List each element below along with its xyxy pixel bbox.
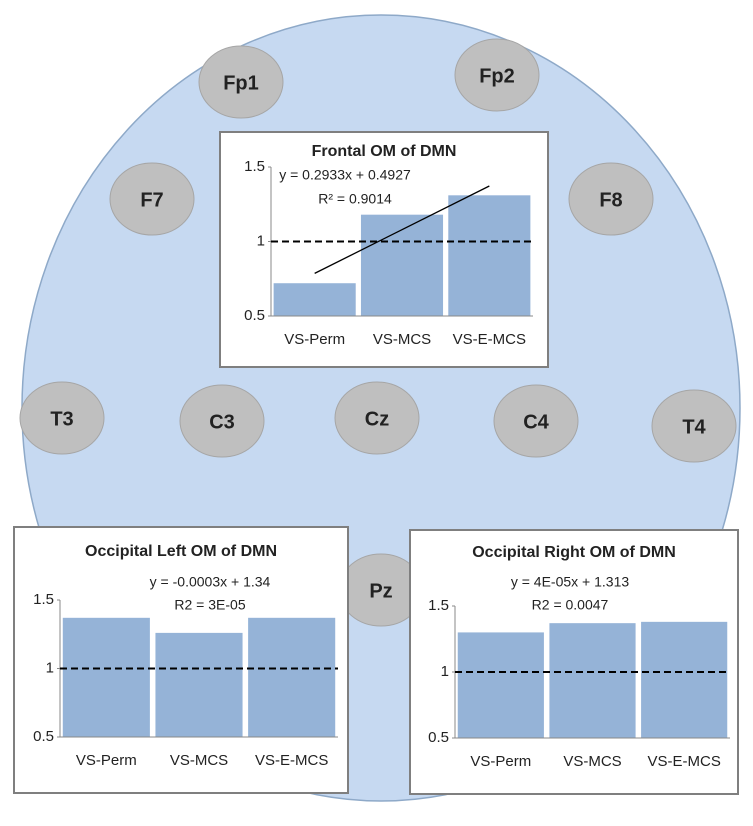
electrode: [454, 38, 540, 112]
bar: [549, 623, 636, 738]
x-tick-label: VS-E-MCS: [647, 753, 720, 770]
bar: [360, 214, 444, 316]
y-tick-label: 1: [257, 232, 265, 249]
y-tick-label: 1.5: [33, 591, 54, 608]
electrode-label: Fp2: [479, 65, 515, 87]
bar: [62, 617, 150, 737]
electrode-label: T3: [50, 408, 73, 430]
bar: [457, 632, 544, 738]
trend-equation: y = 0.2933x + 0.4927: [279, 167, 411, 183]
r-squared: R² = 0.9014: [318, 191, 392, 207]
y-tick-label: 0.5: [244, 307, 265, 324]
electrode-label: F8: [599, 189, 622, 211]
electrode-label: T4: [682, 416, 706, 438]
electrode-label: C4: [523, 411, 549, 433]
x-tick-label: VS-Perm: [76, 752, 137, 769]
electrode: [198, 45, 284, 119]
bar: [273, 283, 356, 316]
electrode: [651, 389, 737, 463]
y-tick-label: 1.5: [428, 597, 449, 614]
electrode: [19, 381, 105, 455]
trend-equation: y = 4E-05x + 1.313: [511, 574, 630, 590]
bar: [641, 621, 728, 738]
x-tick-label: VS-MCS: [373, 331, 431, 348]
electrode-label: C3: [209, 411, 235, 433]
bar: [155, 632, 243, 737]
electrode: [109, 162, 195, 236]
x-tick-label: VS-Perm: [470, 753, 531, 770]
electrode: [334, 381, 420, 455]
bar: [248, 617, 336, 737]
electrode: [493, 384, 579, 458]
y-tick-label: 1: [46, 659, 54, 676]
trend-equation: y = -0.0003x + 1.34: [150, 574, 271, 590]
electrode-label: Fp1: [223, 72, 259, 94]
electrode: [179, 384, 265, 458]
r-squared: R2 = 0.0047: [532, 597, 609, 613]
y-tick-label: 0.5: [33, 728, 54, 745]
r-squared: R2 = 3E-05: [174, 597, 245, 613]
y-tick-label: 1: [441, 663, 449, 680]
x-tick-label: VS-MCS: [563, 753, 621, 770]
electrode-label: Cz: [365, 408, 389, 430]
chart-title: Occipital Right OM of DMN: [472, 544, 676, 561]
trendline: [314, 185, 490, 274]
x-tick-label: VS-E-MCS: [453, 331, 526, 348]
electrode-label: Pz: [369, 580, 392, 602]
chart-title: Occipital Left OM of DMN: [85, 543, 277, 560]
x-tick-label: VS-MCS: [170, 752, 228, 769]
bar: [448, 195, 531, 316]
x-tick-label: VS-Perm: [284, 331, 345, 348]
x-tick-label: VS-E-MCS: [255, 752, 328, 769]
y-tick-label: 1.5: [244, 158, 265, 175]
electrode-label: F7: [140, 189, 163, 211]
chart-title: Frontal OM of DMN: [312, 143, 457, 160]
electrode: [568, 162, 654, 236]
y-tick-label: 0.5: [428, 729, 449, 746]
